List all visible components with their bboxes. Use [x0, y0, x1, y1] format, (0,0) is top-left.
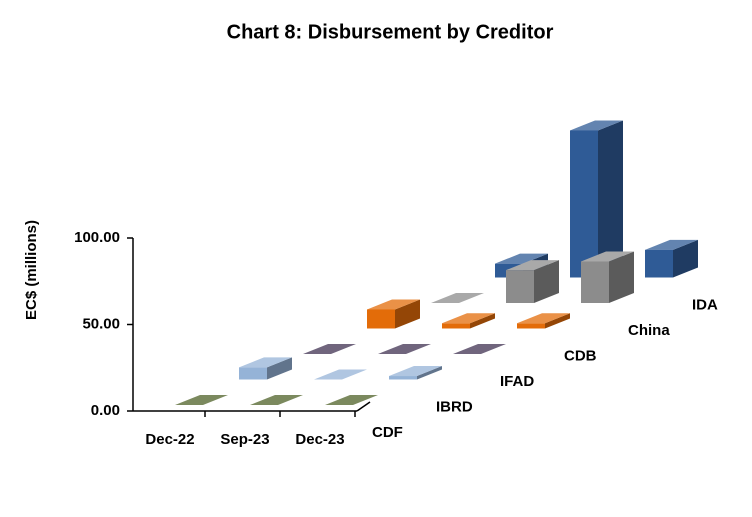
y-tick-label: 0.00 — [91, 402, 120, 419]
x-tick-label: Dec-23 — [295, 431, 344, 448]
series-label: IDA — [692, 296, 718, 313]
bar-top — [367, 299, 420, 310]
bar-front — [506, 270, 534, 303]
bar — [389, 366, 442, 380]
x-axis-end — [356, 401, 371, 412]
bar — [378, 344, 431, 354]
bar-top — [442, 313, 495, 324]
bar-top — [495, 253, 548, 264]
bar — [517, 313, 570, 329]
bar — [453, 344, 506, 354]
series-label: IFAD — [500, 373, 534, 390]
series-label: CDF — [372, 424, 403, 441]
bar-top — [303, 344, 356, 354]
bar-side — [545, 313, 570, 329]
y-axis-label: EC$ (millions) — [23, 220, 40, 320]
bar-top — [453, 344, 506, 354]
bar — [506, 260, 559, 303]
bar-side — [417, 366, 442, 380]
bar-front — [517, 323, 545, 329]
x-tick-label: Dec-22 — [145, 431, 194, 448]
bar-front — [389, 376, 417, 380]
chart-title: Chart 8: Disbursement by Creditor — [227, 21, 554, 43]
bar — [175, 395, 228, 405]
bar-top — [250, 395, 303, 405]
bar-side — [534, 260, 559, 303]
bar-top — [389, 366, 442, 377]
bar — [314, 369, 367, 380]
bar-top — [570, 120, 623, 131]
bar-top — [175, 395, 228, 405]
bar-top — [645, 239, 698, 250]
bar — [239, 357, 292, 380]
bar — [325, 395, 378, 405]
bar-side — [598, 120, 623, 278]
bar — [581, 251, 634, 303]
bar — [250, 395, 303, 405]
bar-front — [570, 130, 598, 278]
bar-top — [506, 260, 559, 271]
bar — [367, 299, 420, 329]
bar-top — [378, 344, 431, 354]
y-tick-label: 100.00 — [74, 229, 120, 246]
bar-side — [673, 239, 698, 278]
bar-top — [239, 357, 292, 368]
bar-front — [367, 309, 395, 329]
series-label: IBRD — [436, 398, 473, 415]
y-tick-label: 50.00 — [82, 315, 120, 332]
bar-side — [395, 299, 420, 329]
bar — [570, 120, 623, 278]
x-tick-label: Sep-23 — [220, 431, 269, 448]
bar-side — [470, 313, 495, 329]
bar-top — [581, 251, 634, 262]
bar-front — [645, 249, 673, 278]
series-label: China — [628, 322, 670, 339]
bar — [442, 313, 495, 329]
bar — [645, 239, 698, 278]
bar-top — [517, 313, 570, 324]
bar-side — [267, 357, 292, 380]
bar-top — [431, 293, 484, 303]
bar-top — [325, 395, 378, 405]
bar-side — [609, 251, 634, 303]
bar — [303, 344, 356, 354]
bar-front — [239, 367, 267, 380]
bar-front — [581, 261, 609, 303]
series-label: CDB — [564, 347, 597, 364]
bar-top — [314, 369, 367, 380]
bar — [431, 293, 484, 303]
bar-front — [442, 323, 470, 329]
